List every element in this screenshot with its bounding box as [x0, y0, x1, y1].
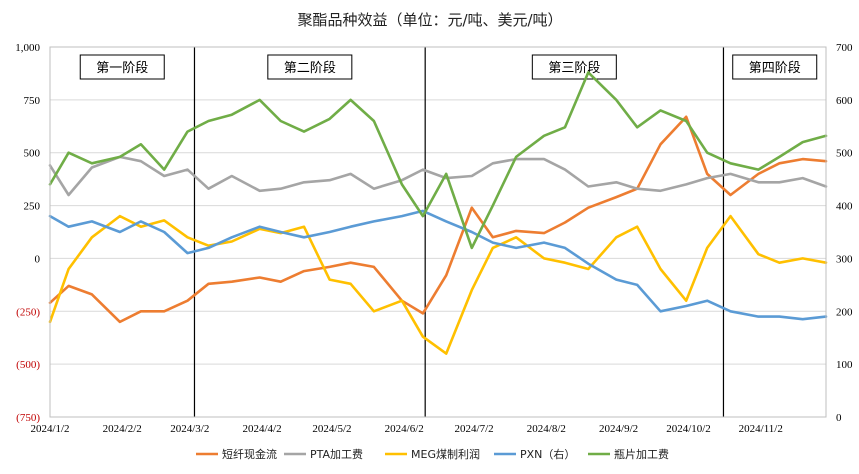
y-right-tick-label: 700	[836, 42, 853, 54]
stage-label-box	[267, 54, 353, 80]
y-left-tick-label: 1,000	[15, 42, 40, 54]
legend: 短纤现金流 PTA加工费 MEG煤制利润 PXN（右） 瓶片加工费	[196, 447, 669, 461]
legend-label: PTA加工费	[310, 448, 363, 461]
x-tick-label: 2024/2/2	[103, 423, 142, 435]
y-right-tick-label: 400	[836, 201, 853, 213]
y-right-tick-label: 600	[836, 95, 853, 107]
x-tick-label: 2024/6/2	[385, 423, 424, 435]
x-tick-label: 2024/7/2	[455, 423, 494, 435]
y-left-tick-label: 750	[24, 95, 41, 107]
series-lines	[48, 71, 828, 355]
series-line-2	[48, 155, 828, 197]
y-left-tick-label: (250)	[16, 306, 40, 318]
stages: 第一阶段 第二阶段 第三阶段 第四阶段	[79, 47, 818, 417]
series-line-1	[48, 115, 828, 324]
axes: 1,000 750 500 250 0 (250) (500) (750) 700 600 500 4…	[15, 42, 853, 435]
y-right-tick-label: 300	[836, 253, 853, 265]
x-tick-label: 2024/10/2	[666, 423, 711, 435]
stage-label-box	[732, 54, 818, 80]
y-left-tick-label: (500)	[16, 359, 40, 371]
stage-label: 第四阶段	[749, 61, 801, 76]
stage-label: 第一阶段	[96, 61, 148, 76]
plot-frame	[49, 46, 827, 418]
y-left-tick-label: 500	[24, 148, 41, 160]
x-tick-label: 2024/5/2	[312, 423, 351, 435]
y-right-tick-label: 0	[836, 412, 842, 424]
x-tick-label: 2024/1/2	[30, 423, 69, 435]
y-left-tick-label: 0	[35, 253, 41, 265]
y-right-tick-label: 100	[836, 359, 853, 371]
stage-label-box	[531, 54, 617, 80]
y-right-tick-label: 200	[836, 306, 853, 318]
stage-label: 第二阶段	[284, 61, 336, 76]
x-tick-label: 2024/9/2	[599, 423, 638, 435]
x-tick-label: 2024/3/2	[170, 423, 209, 435]
y-left-tick-label: (750)	[16, 412, 40, 424]
y-right-tick-label: 500	[836, 148, 853, 160]
stage-label: 第三阶段	[548, 61, 600, 76]
y-left-tick-label: 250	[24, 201, 41, 213]
legend-label: MEG煤制利润	[411, 447, 480, 461]
legend-label: PXN（右）	[520, 447, 575, 461]
grid	[50, 46, 826, 418]
legend-label: 短纤现金流	[222, 447, 277, 461]
x-tick-label: 2024/8/2	[527, 423, 566, 435]
stage-label-box	[79, 54, 165, 80]
series-line-3	[48, 214, 828, 355]
x-tick-label: 2024/11/2	[739, 423, 783, 435]
series-line-4	[48, 209, 828, 321]
x-tick-label: 2024/4/2	[242, 423, 281, 435]
chart-title: 聚酯品种效益（单位：元/吨、美元/吨）	[297, 11, 562, 29]
legend-label: 瓶片加工费	[614, 447, 669, 461]
series-line-5	[48, 71, 828, 250]
